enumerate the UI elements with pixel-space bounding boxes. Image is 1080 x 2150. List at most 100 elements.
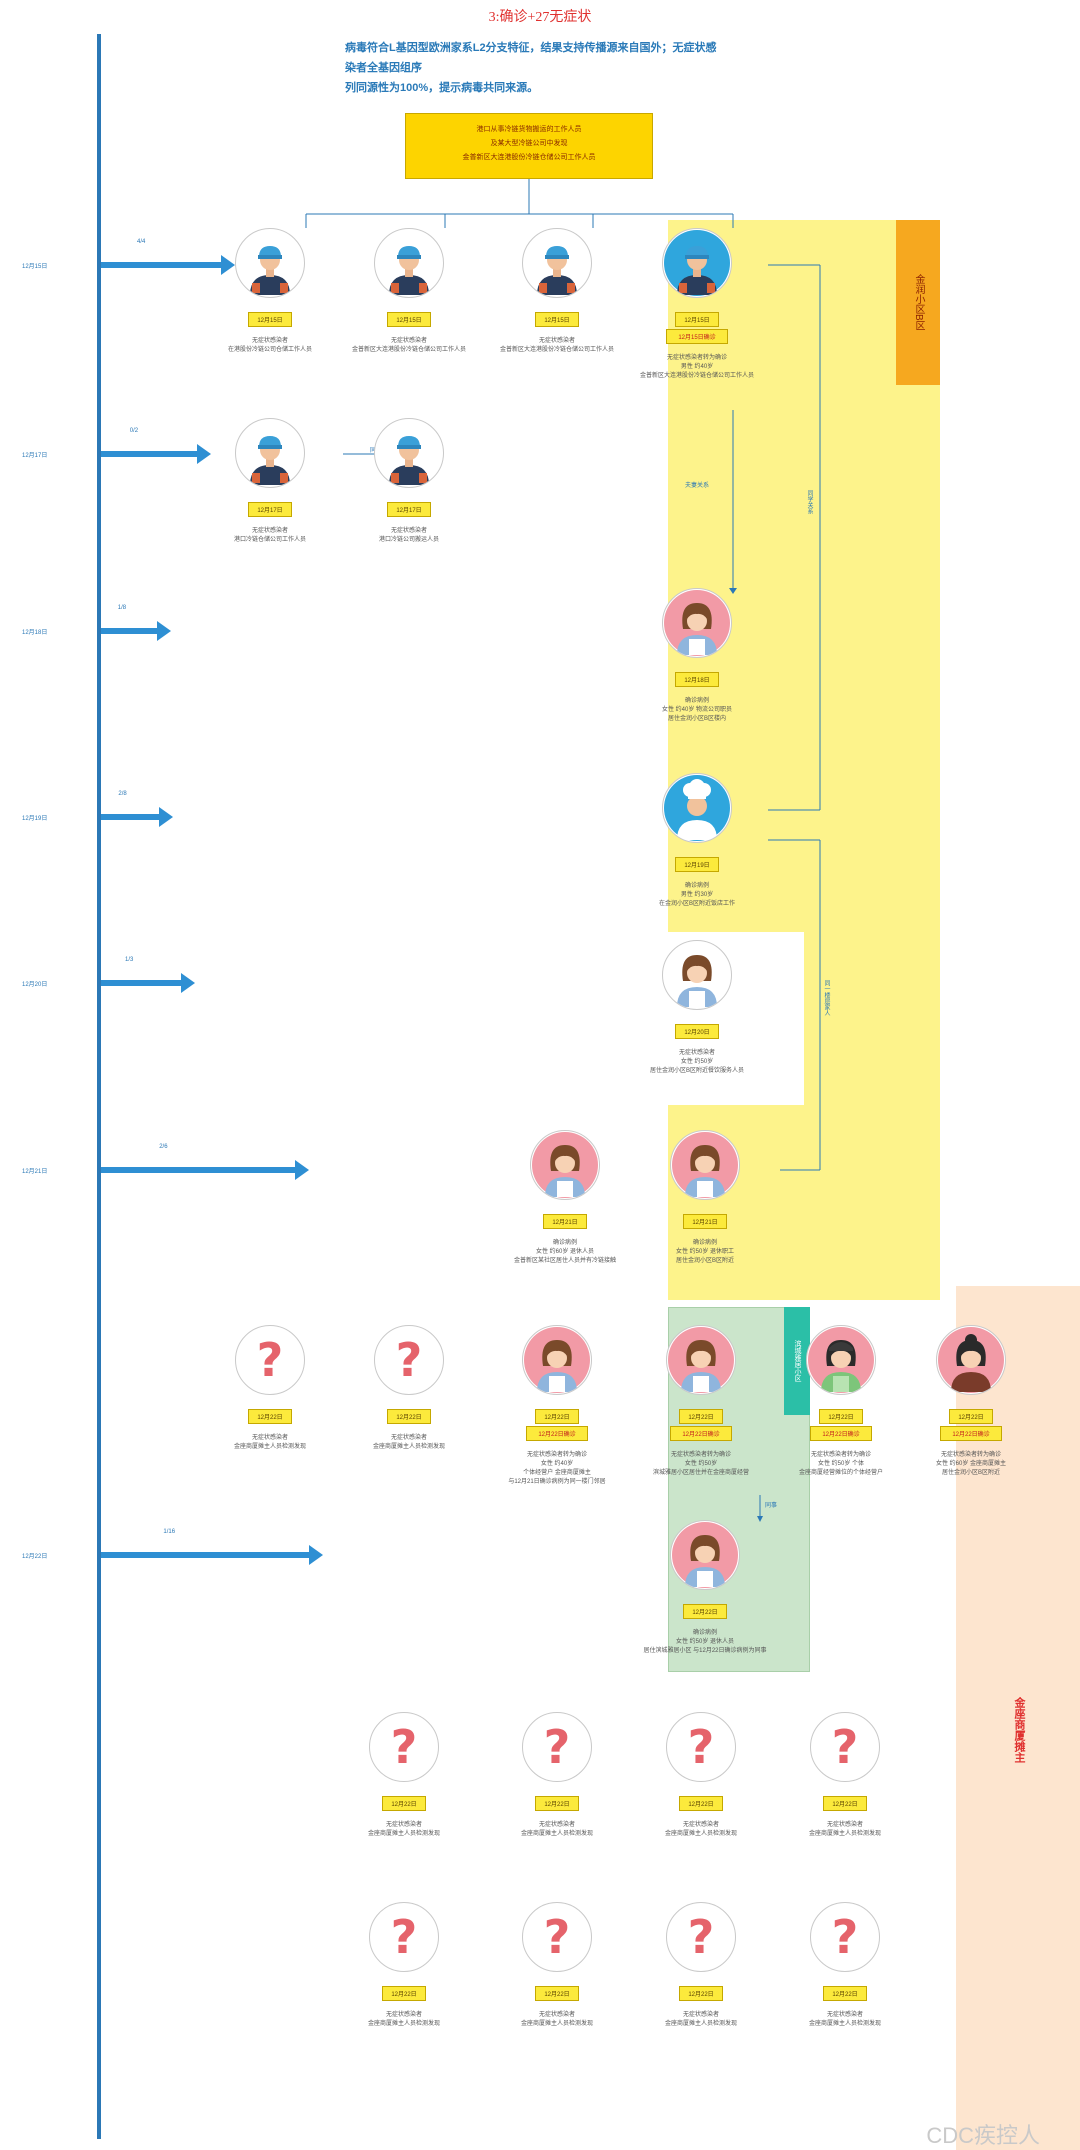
region-label-peach: 金座商厦摊主 <box>1013 1697 1025 1763</box>
case-description-line: 港口冷链仓储公司工作人员 <box>233 537 306 543</box>
case-date-tag: 12月22日 <box>535 1796 579 1811</box>
case-date-tag: 12月15日 <box>535 312 579 327</box>
case-node-n13[interactable]: ? 12月22日 无症状感染者 金座商厦摊主人员检测发现 <box>339 1325 479 1452</box>
edge-label-5: 同事 <box>765 1503 778 1509</box>
case-node-n19[interactable]: ? 12月22日 无症状感染者 金座商厦摊主人员检测发现 <box>334 1712 474 1839</box>
case-description-line: 与12月21日确诊病例为同一楼门邻居 <box>508 1479 606 1485</box>
case-description-line: 女性 约50岁 退休人员 <box>675 1639 734 1645</box>
confirmed-tag: 12月22日确诊 <box>940 1426 1002 1441</box>
timeline-count-r6: 2/6 <box>159 1144 168 1150</box>
case-node-n17[interactable]: 12月22日 12月22日确诊 无症状感染者转为确诊 女性 约60岁 金座商厦摊主 居住… <box>901 1325 1041 1478</box>
case-description: 无症状感染者 金普新区大连港股份冷链仓储公司工作人员 <box>339 337 479 355</box>
case-node-n11[interactable]: 12月21日 确诊病例 女性 约50岁 退休职工 居住金润小区B区附近 <box>635 1130 775 1266</box>
case-node-n9[interactable]: 12月20日 无症状感染者 女性 约50岁 居住金润小区B区附近餐饮服务人员 <box>627 940 767 1076</box>
case-node-n6[interactable]: 12月17日 无症状感染者 港口冷链公司搬运人员 <box>339 418 479 545</box>
svg-text:?: ? <box>391 1910 418 1964</box>
summary-line-1: 病毒符合L基因型欧洲家系L2分支特征，结果支持传播源来自国外；无症状感染者全基因… <box>345 42 717 74</box>
case-description-line: 金普新区大连港股份冷链仓储公司工作人员 <box>639 373 754 379</box>
case-description-line: 女性 约50岁 <box>684 1461 718 1467</box>
confirmed-tag: 12月22日确诊 <box>810 1426 872 1441</box>
case-description-line: 无症状感染者 <box>682 1822 719 1828</box>
timeline-arrow-r3 <box>101 628 157 634</box>
case-date-tag: 12月22日 <box>382 1986 426 2001</box>
case-description: 无症状感染者金座商厦摊主人员检测发现 <box>631 1821 771 1839</box>
woman-avatar-icon <box>530 1130 600 1200</box>
case-description-line: 金座商厦摊主人员检测发现 <box>808 2021 881 2027</box>
case-node-n21[interactable]: ? 12月22日 无症状感染者 金座商厦摊主人员检测发现 <box>631 1712 771 1839</box>
case-node-n18[interactable]: 12月22日 确诊病例 女性 约50岁 退休人员 居住滨城雅居小区 与12月22日确诊… <box>635 1520 775 1656</box>
case-description: 无症状感染者 女性 约50岁 居住金润小区B区附近餐饮服务人员 <box>627 1049 767 1076</box>
svg-text:?: ? <box>391 1720 418 1774</box>
watermark: CDC疾控人 <box>926 2123 1040 2148</box>
timeline-arrow-r4 <box>101 814 159 820</box>
summary-line-2: 列同源性为100%，提示病毒共同来源。 <box>345 82 539 94</box>
case-date-tag: 12月17日 <box>248 502 292 517</box>
svg-text:?: ? <box>257 1333 284 1387</box>
case-description: 无症状感染者 金座商厦摊主人员检测发现 <box>487 1821 627 1839</box>
timeline-date-r5: 12月20日 <box>22 982 48 988</box>
case-node-n22[interactable]: ? 12月22日 无症状感染者 金座商厦摊主人员检测发现 <box>775 1712 915 1839</box>
unknown-case-icon: ? <box>522 1902 592 1972</box>
case-node-n23[interactable]: ? 12月22日 无症状感染者 金座商厦摊主人员检测发现 <box>334 1902 474 2029</box>
timeline-date-r2: 12月17日 <box>22 453 48 459</box>
case-description-line: 无症状感染者转为确诊 <box>526 1452 587 1458</box>
svg-text:?: ? <box>396 1333 423 1387</box>
case-node-n20[interactable]: ? 12月22日 无症状感染者 金座商厦摊主人员检测发现 <box>487 1712 627 1839</box>
case-node-n15[interactable]: 12月22日 12月22日确诊 无症状感染者转为确诊 女性 约50岁 滨城雅居小区居住并… <box>631 1325 771 1478</box>
case-node-n10[interactable]: 12月21日 确诊病例 女性 约60岁 退休人员 金普新区某社区居住人员并有冷链接触 <box>495 1130 635 1266</box>
confirmed-tag: 12月22日确诊 <box>670 1426 732 1441</box>
case-description: 确诊病例 女性 约50岁 退休职工 居住金润小区B区附近 <box>635 1239 775 1266</box>
source-box: 港口从事冷链货物搬运的工作人员 及某大型冷链公司中发现 金普新区大连港股份冷链仓… <box>405 113 653 179</box>
case-node-n12[interactable]: ? 12月22日 无症状感染者 金座商厦摊主人员检测发现 <box>200 1325 340 1452</box>
case-date-tag: 12月21日 <box>543 1214 587 1229</box>
case-description-line: 金普新区某社区居住人员并有冷链接触 <box>513 1258 616 1264</box>
case-date-tag: 12月15日 <box>675 312 719 327</box>
case-date-tag: 12月21日 <box>683 1214 727 1229</box>
case-description-line: 确诊病例 <box>692 1240 717 1246</box>
worker-avatar-icon <box>662 228 732 298</box>
region-label-green: 滨城雅居小区 <box>784 1307 810 1415</box>
case-node-n5[interactable]: 12月17日 无症状感染者 港口冷链仓储公司工作人员 <box>200 418 340 545</box>
case-description-line: 金座商厦摊主人员检测发现 <box>664 1831 737 1837</box>
timeline-date-r7: 12月22日 <box>22 1554 48 1560</box>
case-description-line: 在港股份冷链公司仓储工作人员 <box>227 347 312 353</box>
case-description-line: 女性 约50岁 退休职工 <box>675 1249 734 1255</box>
case-description-line: 确诊病例 <box>684 883 709 889</box>
worker-avatar-icon <box>235 228 305 298</box>
case-date-tag: 12月22日 <box>387 1409 431 1424</box>
case-description-line: 滨城雅居小区居住并在金座商厦经营 <box>652 1470 749 1476</box>
case-description-line: 金座商厦摊主人员检测发现 <box>520 2021 593 2027</box>
case-description-line: 居住金润小区B区楼内 <box>667 716 726 722</box>
confirmed-tag: 12月15日确诊 <box>666 329 728 344</box>
case-node-n24[interactable]: ? 12月22日 无症状感染者 金座商厦摊主人员检测发现 <box>487 1902 627 2029</box>
case-date-tag: 12月18日 <box>675 672 719 687</box>
timeline-count-r2: 0/2 <box>129 428 139 434</box>
case-node-n25[interactable]: ? 12月22日 无症状感染者 金座商厦摊主人员检测发现 <box>631 1902 771 2029</box>
case-node-n16[interactable]: 12月22日 12月22日确诊 无症状感染者转为确诊 女性 约50岁 个体 金座商厦经营… <box>771 1325 911 1478</box>
case-node-n26[interactable]: ? 12月22日 无症状感染者 金座商厦摊主人员检测发现 <box>775 1902 915 2029</box>
case-node-n4[interactable]: 12月15日 12月15日确诊 无症状感染者转为确诊 男性 约40岁 金普新区大连港股份… <box>627 228 767 381</box>
case-description-line: 确诊病例 <box>692 1630 717 1636</box>
case-node-n7[interactable]: 12月18日 确诊病例 女性 约40岁 物流公司职员 居住金润小区B区楼内 <box>627 588 767 724</box>
case-node-n2[interactable]: 12月15日 无症状感染者 金普新区大连港股份冷链仓储公司工作人员 <box>339 228 479 355</box>
case-date-tag: 12月22日 <box>248 1409 292 1424</box>
case-description-line: 居住金润小区B区附近餐饮服务人员 <box>649 1068 744 1074</box>
case-node-n3[interactable]: 12月15日无症状感染者 金普新区大连港股份冷链仓储公司工作人员 <box>487 228 627 355</box>
case-description: 确诊病例 女性 约50岁 退休人员 居住滨城雅居小区 与12月22日确诊病例为同事 <box>635 1629 775 1656</box>
case-node-n8[interactable]: 12月19日 确诊病例 男性 约30岁 在金润小区B区附近饭店工作 <box>627 773 767 909</box>
case-description: 无症状感染者 金普新区大连港股份冷链仓储公司工作人员 <box>487 337 627 355</box>
region-jinli-community-lower <box>804 932 940 1105</box>
case-description-line: 无症状感染者 <box>251 338 288 344</box>
case-description-line: 无症状感染者 <box>390 1435 427 1441</box>
timeline-arrowhead-r5 <box>181 973 195 993</box>
case-description-line: 居住金润小区B区附近 <box>941 1470 1000 1476</box>
worker-avatar-icon <box>522 228 592 298</box>
timeline-date-r4: 12月19日 <box>22 816 48 822</box>
case-node-n14[interactable]: 12月22日 12月22日确诊 无症状感染者转为确诊 女性 约40岁 个体经营户 金座商… <box>487 1325 627 1487</box>
unknown-case-icon: ? <box>235 1325 305 1395</box>
case-description-line: 金普新区大连港股份冷链仓储公司工作人员 <box>351 347 466 353</box>
svg-text:?: ? <box>688 1910 715 1964</box>
worker-avatar-icon <box>235 418 305 488</box>
case-date-tag: 12月22日 <box>535 1986 579 2001</box>
case-node-n1[interactable]: 12月15日 无症状感染者 在港股份冷链公司仓储工作人员 <box>200 228 340 355</box>
